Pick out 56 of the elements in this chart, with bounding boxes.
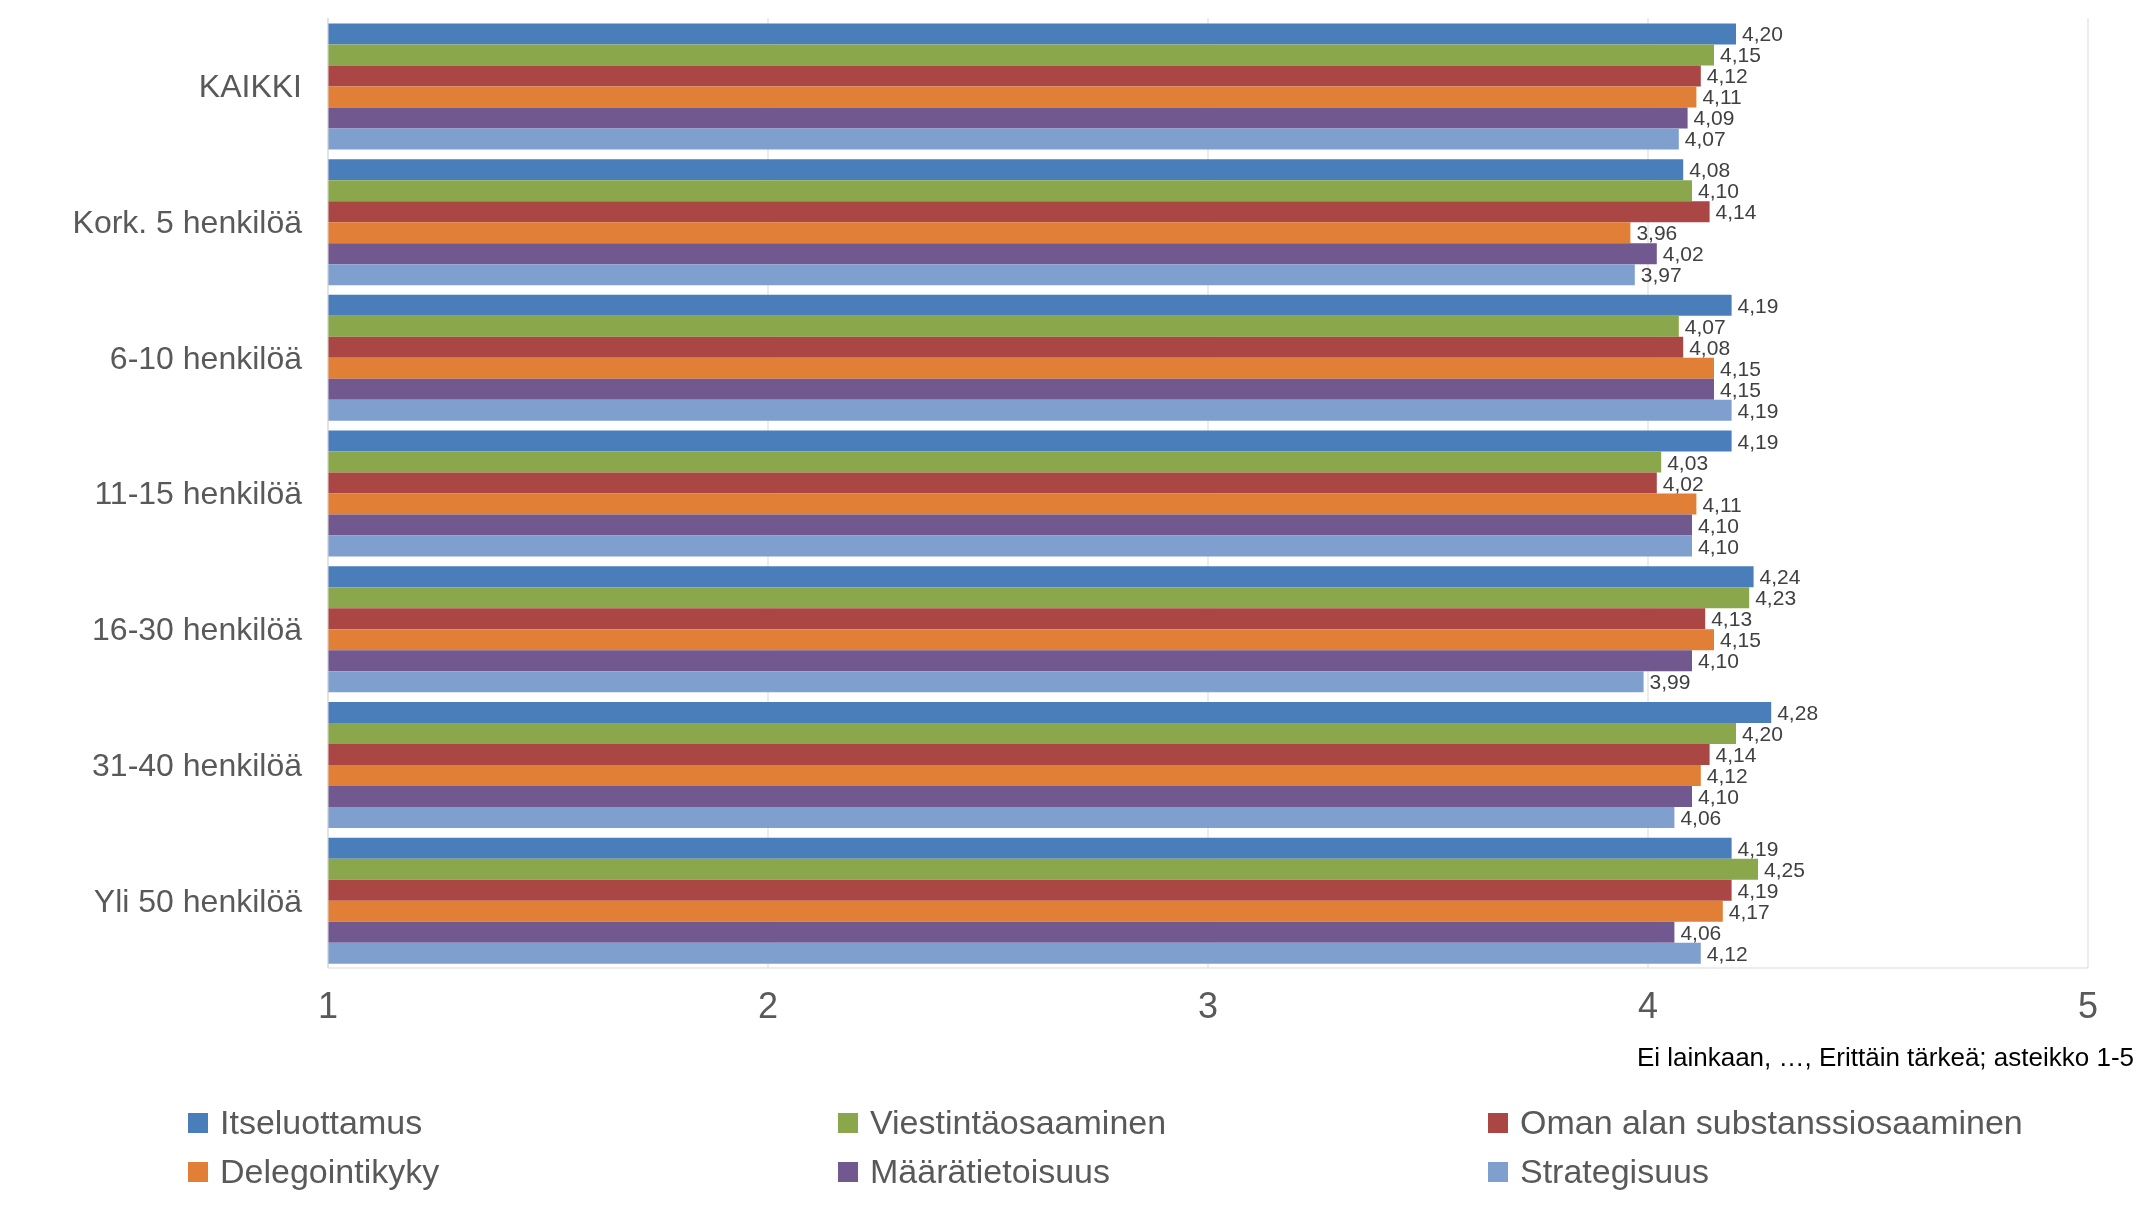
x-tick-label: 5 xyxy=(2077,984,2099,1026)
legend-label: Viestintäosaaminen xyxy=(870,1103,1167,1142)
data-label: 4,06 xyxy=(1680,806,1722,829)
data-label: 4,20 xyxy=(1742,722,1783,745)
data-label: 4,09 xyxy=(1693,106,1735,130)
legend-label: Määrätietoisuus xyxy=(870,1152,1111,1191)
data-label: 4,12 xyxy=(1706,941,1748,965)
x-tick-label: 1 xyxy=(317,984,339,1026)
data-label: 4,19 xyxy=(1737,398,1779,422)
data-label: 4,19 xyxy=(1737,293,1779,317)
data-label: 4,07 xyxy=(1684,314,1726,338)
legend-label: Itseluottamus xyxy=(220,1103,423,1142)
legend-label: Delegointikyky xyxy=(220,1152,440,1191)
data-label: 4,13 xyxy=(1711,607,1753,631)
x-tick-label: 3 xyxy=(1197,984,1219,1026)
x-tick-label: 2 xyxy=(757,984,779,1026)
data-label: 4,19 xyxy=(1737,429,1779,453)
data-label: 4,15 xyxy=(1720,356,1761,380)
data-label: 4,08 xyxy=(1689,335,1731,359)
data-label: 4,25 xyxy=(1764,857,1805,881)
y-tick-label: KAIKKI xyxy=(198,68,302,105)
data-label: 4,19 xyxy=(1737,836,1779,860)
data-label: 4,23 xyxy=(1755,586,1797,610)
data-label: 4,03 xyxy=(1667,450,1709,474)
data-label: 4,06 xyxy=(1680,920,1722,944)
data-label: 4,11 xyxy=(1702,492,1742,516)
data-label: 4,14 xyxy=(1715,743,1757,766)
data-label: 4,15 xyxy=(1720,43,1761,67)
y-tick-label: Kork. 5 henkilöä xyxy=(72,203,303,240)
data-label: 4,20 xyxy=(1742,22,1783,46)
data-label: 3,99 xyxy=(1649,670,1691,694)
legend-label: Oman alan substanssiosaaminen xyxy=(1520,1103,2023,1142)
y-tick-label: 11-15 henkilöä xyxy=(94,475,303,512)
data-label: 4,15 xyxy=(1720,628,1761,652)
data-label: 3,96 xyxy=(1636,221,1678,245)
data-label: 4,24 xyxy=(1759,565,1801,589)
data-label: 4,08 xyxy=(1689,158,1731,182)
x-axis-title: Ei lainkaan, …, Erittäin tärkeä; asteikko 1-5 xyxy=(1635,1042,2135,1073)
data-label: 4,10 xyxy=(1698,785,1739,808)
y-tick-label: 16-30 henkilöä xyxy=(92,611,303,648)
data-label: 4,19 xyxy=(1737,878,1779,902)
y-tick-label: Yli 50 henkilöä xyxy=(93,882,303,919)
data-label: 4,10 xyxy=(1698,649,1739,673)
y-tick-label: 6-10 henkilöä xyxy=(109,339,303,376)
data-label: 4,28 xyxy=(1777,701,1819,724)
data-label: 4,11 xyxy=(1702,85,1742,109)
data-label: 4,12 xyxy=(1706,764,1748,787)
data-label: 3,97 xyxy=(1640,263,1682,287)
data-label: 4,12 xyxy=(1706,64,1748,88)
legend-label: Strategisuus xyxy=(1520,1152,1709,1191)
data-label: 4,07 xyxy=(1684,127,1726,151)
data-label: 4,02 xyxy=(1662,242,1704,266)
data-label: 4,10 xyxy=(1698,179,1739,203)
y-tick-label: 31-40 henkilöä xyxy=(92,746,303,783)
x-tick-label: 4 xyxy=(1637,984,1659,1026)
data-label: 4,14 xyxy=(1715,200,1757,224)
